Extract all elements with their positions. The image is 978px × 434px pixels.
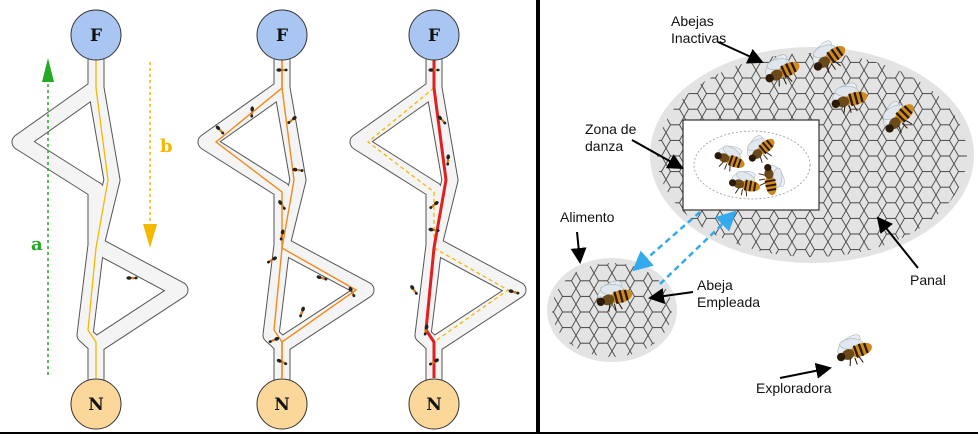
food-node	[70, 9, 122, 61]
food-pointer	[570, 231, 587, 264]
employed-pointer	[648, 288, 694, 304]
recruit-arrow-back	[659, 210, 737, 285]
trail-faded	[366, 60, 510, 378]
dance-label: Zona de danza	[585, 121, 637, 154]
arrow-b: b	[143, 62, 173, 248]
nest-node-label: N	[274, 395, 290, 415]
nest-node-label: N	[426, 395, 442, 415]
arrow-a-label: a	[31, 234, 43, 255]
nest-node-label: N	[88, 395, 104, 415]
ant-stage-3: FN	[349, 9, 527, 430]
corridor-floor	[350, 80, 442, 198]
food-node-label: F	[90, 26, 102, 46]
inactive-pointer	[717, 41, 764, 64]
ant-stage-1: FN	[11, 9, 189, 430]
food-honeycomb	[552, 263, 672, 357]
food-node-label: F	[428, 26, 440, 46]
corridor-floor	[88, 237, 188, 353]
scout-bee	[829, 326, 878, 372]
hive-pointer	[876, 216, 919, 269]
nest-node	[256, 378, 308, 430]
scout-pointer	[779, 362, 832, 379]
inactive-label: Abejas Inactivas	[671, 13, 726, 46]
initial-trail	[87, 60, 109, 378]
ant-stage-2: FN	[197, 9, 375, 430]
dance-trail	[693, 130, 811, 200]
ant	[298, 306, 306, 318]
food-node	[408, 9, 460, 61]
arrow-b-label: b	[160, 136, 173, 157]
nest-node	[408, 378, 460, 430]
ant	[409, 284, 419, 296]
recruit-arrow-out	[632, 211, 701, 272]
hive-label: Panal	[910, 272, 946, 288]
employed-label: Abeja Empleada	[697, 277, 760, 310]
corridor-floor	[12, 80, 104, 198]
ant	[126, 276, 138, 280]
trail-best	[424, 60, 448, 378]
corridor-floor	[198, 80, 290, 198]
corridor-floor	[426, 237, 526, 353]
trail-short	[273, 60, 295, 378]
food-node-label: F	[276, 26, 288, 46]
food-label: Alimento	[560, 209, 615, 225]
arrow-a: a	[31, 58, 54, 375]
arrow-a-head	[42, 58, 54, 82]
arrow-b-head	[143, 224, 157, 248]
scout-label: Exploradora	[756, 380, 832, 396]
corridor-floor	[274, 237, 374, 353]
food-node	[256, 9, 308, 61]
dance-pointer	[631, 139, 684, 169]
dance-box	[682, 119, 820, 211]
trail-long	[214, 60, 358, 378]
nest-node	[70, 378, 122, 430]
